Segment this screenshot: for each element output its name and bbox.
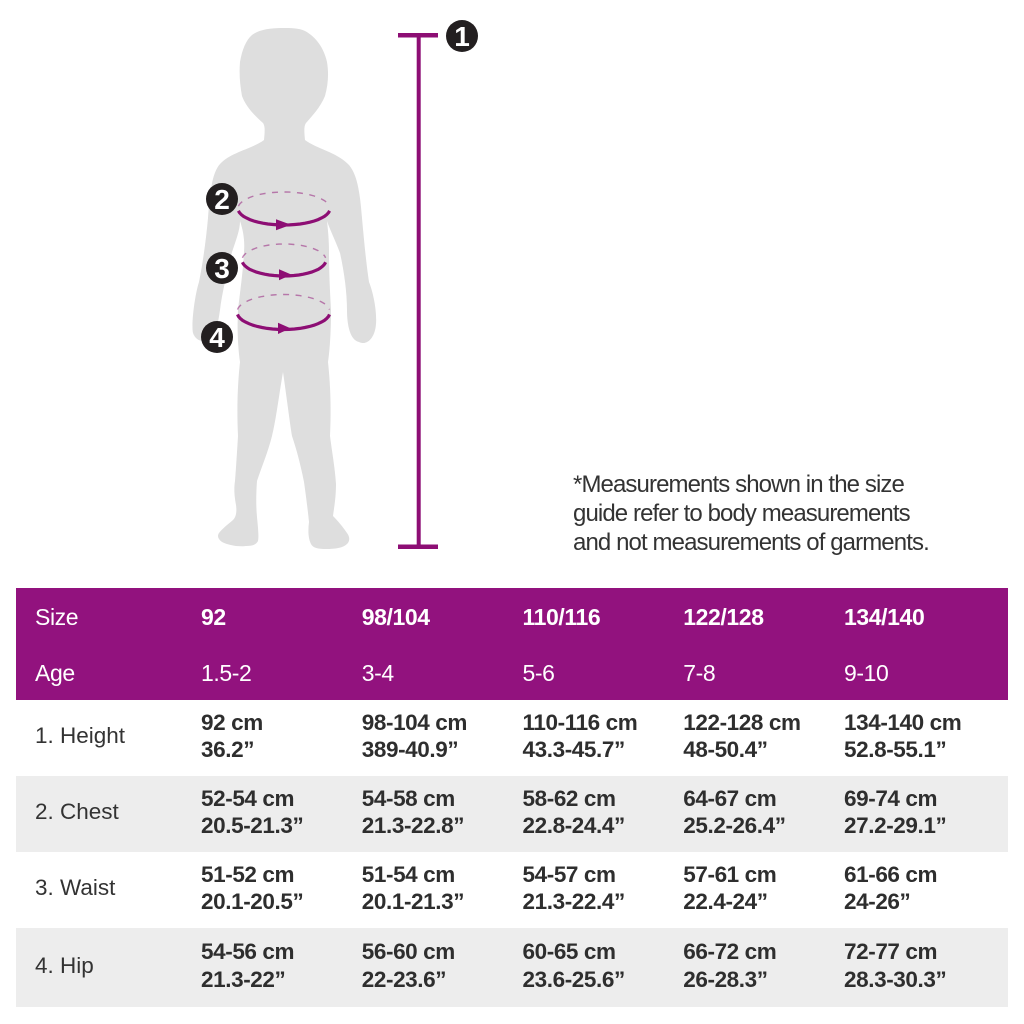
svg-text:4: 4 [209,322,225,353]
svg-text:1: 1 [454,21,470,52]
svg-text:3: 3 [214,253,230,284]
svg-text:2: 2 [214,184,230,215]
